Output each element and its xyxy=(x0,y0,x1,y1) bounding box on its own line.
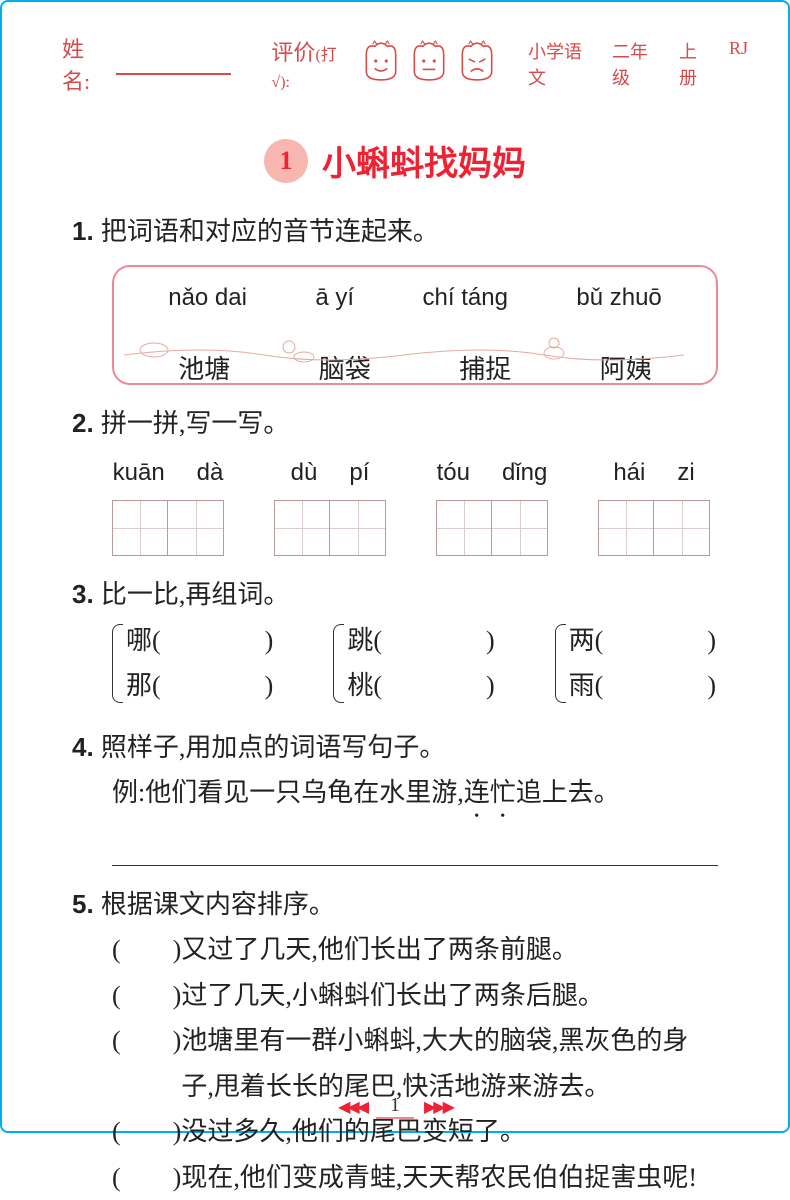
page-footer: ◀◀◀ 1 ▶▶▶ xyxy=(2,1094,788,1119)
lesson-title: 小蝌蚪找妈妈 xyxy=(322,136,526,185)
char-box[interactable] xyxy=(598,500,654,556)
rating-faces xyxy=(360,40,498,88)
q3-pair-3[interactable]: 两( ) 雨( ) xyxy=(555,618,716,709)
question-2: 2. 拼一拼,写一写。 kuāndà dùpí tóudǐng háizi xyxy=(72,401,718,557)
q5-item[interactable]: ( )又过了几天,他们长出了两条前腿。 xyxy=(112,927,718,973)
char-box[interactable] xyxy=(436,500,492,556)
question-5: 5. 根据课文内容排序。 ( )又过了几天,他们长出了两条前腿。 ( )过了几天… xyxy=(72,882,718,1200)
char-box[interactable] xyxy=(168,500,224,556)
q4-prompt: 照样子,用加点的词语写句子。 xyxy=(101,733,446,762)
prev-page-icon[interactable]: ◀◀◀ xyxy=(338,1097,366,1117)
q2-number: 2. xyxy=(72,408,101,438)
volume: 上册 xyxy=(679,38,713,90)
question-3: 3. 比一比,再组词。 哪( ) 那( ) 跳( ) 桃( ) 两( ) 雨( … xyxy=(72,572,718,709)
q1-number: 1. xyxy=(72,216,101,246)
page-header: 姓名: 评价(打√): 小学语文 二年级 上册 RJ xyxy=(2,2,788,106)
q1-matching-box[interactable]: nǎo dai ā yí chí táng bǔ zhuō 池塘 脑袋 捕捉 阿… xyxy=(112,265,718,385)
question-1: 1. 把词语和对应的音节连起来。 nǎo dai ā yí chí táng b… xyxy=(72,209,718,385)
q5-number: 5. xyxy=(72,889,101,919)
name-label: 姓名: xyxy=(62,32,110,96)
q3-number: 3. xyxy=(72,579,101,609)
q5-item[interactable]: ( )现在,他们变成青蛙,天天帮农民伯伯捉害虫呢! xyxy=(112,1155,718,1200)
worksheet-content: 1. 把词语和对应的音节连起来。 nǎo dai ā yí chí táng b… xyxy=(2,209,788,1200)
q5-item[interactable]: ( )过了几天,小蝌蚪们长出了两条后腿。 xyxy=(112,973,718,1019)
name-input-line[interactable] xyxy=(116,53,231,75)
q1-words-row: 池塘 脑袋 捕捉 阿姨 xyxy=(134,347,696,393)
q1-pinyin-row: nǎo dai ā yí chí táng bǔ zhuō xyxy=(134,277,696,319)
subject-info: 小学语文 二年级 上册 RJ xyxy=(528,38,748,90)
q5-ordering-list: ( )又过了几天,他们长出了两条前腿。 ( )过了几天,小蝌蚪们长出了两条后腿。… xyxy=(112,927,718,1200)
edition: RJ xyxy=(729,38,748,90)
q3-pair-2[interactable]: 跳( ) 桃( ) xyxy=(333,618,494,709)
q3-pair-1[interactable]: 哪( ) 那( ) xyxy=(112,618,273,709)
face-neutral-icon[interactable] xyxy=(408,40,450,88)
q4-answer-line[interactable] xyxy=(112,830,718,866)
char-box[interactable] xyxy=(654,500,710,556)
char-box[interactable] xyxy=(330,500,386,556)
face-happy-icon[interactable] xyxy=(360,40,402,88)
grade: 二年级 xyxy=(612,38,663,90)
subject: 小学语文 xyxy=(528,38,596,90)
q2-group-3: tóudǐng xyxy=(436,452,548,556)
page-number: 1 xyxy=(376,1094,414,1119)
char-box[interactable] xyxy=(492,500,548,556)
rating-label: 评价(打√): xyxy=(271,35,352,93)
lesson-number-badge: 1 xyxy=(264,139,308,183)
face-sad-icon[interactable] xyxy=(456,40,498,88)
q2-group-4: háizi xyxy=(598,452,710,556)
q3-pairs-row: 哪( ) 那( ) 跳( ) 桃( ) 两( ) 雨( ) xyxy=(112,618,718,709)
q1-prompt: 把词语和对应的音节连起来。 xyxy=(101,217,439,246)
q2-group-1: kuāndà xyxy=(112,452,224,556)
lesson-title-row: 1 小蝌蚪找妈妈 xyxy=(2,136,788,185)
next-page-icon[interactable]: ▶▶▶ xyxy=(424,1097,452,1117)
q3-prompt: 比一比,再组词。 xyxy=(101,580,290,609)
q2-prompt: 拼一拼,写一写。 xyxy=(101,409,290,438)
q4-example: 例:他们看见一只乌龟在水里游,连忙追上去。 xyxy=(112,770,718,816)
q2-group-2: dùpí xyxy=(274,452,386,556)
q2-writing-row: kuāndà dùpí tóudǐng háizi xyxy=(112,452,718,556)
char-box[interactable] xyxy=(112,500,168,556)
q5-prompt: 根据课文内容排序。 xyxy=(101,890,335,919)
char-box[interactable] xyxy=(274,500,330,556)
q4-number: 4. xyxy=(72,732,101,762)
question-4: 4. 照样子,用加点的词语写句子。 例:他们看见一只乌龟在水里游,连忙追上去。 xyxy=(72,725,718,866)
